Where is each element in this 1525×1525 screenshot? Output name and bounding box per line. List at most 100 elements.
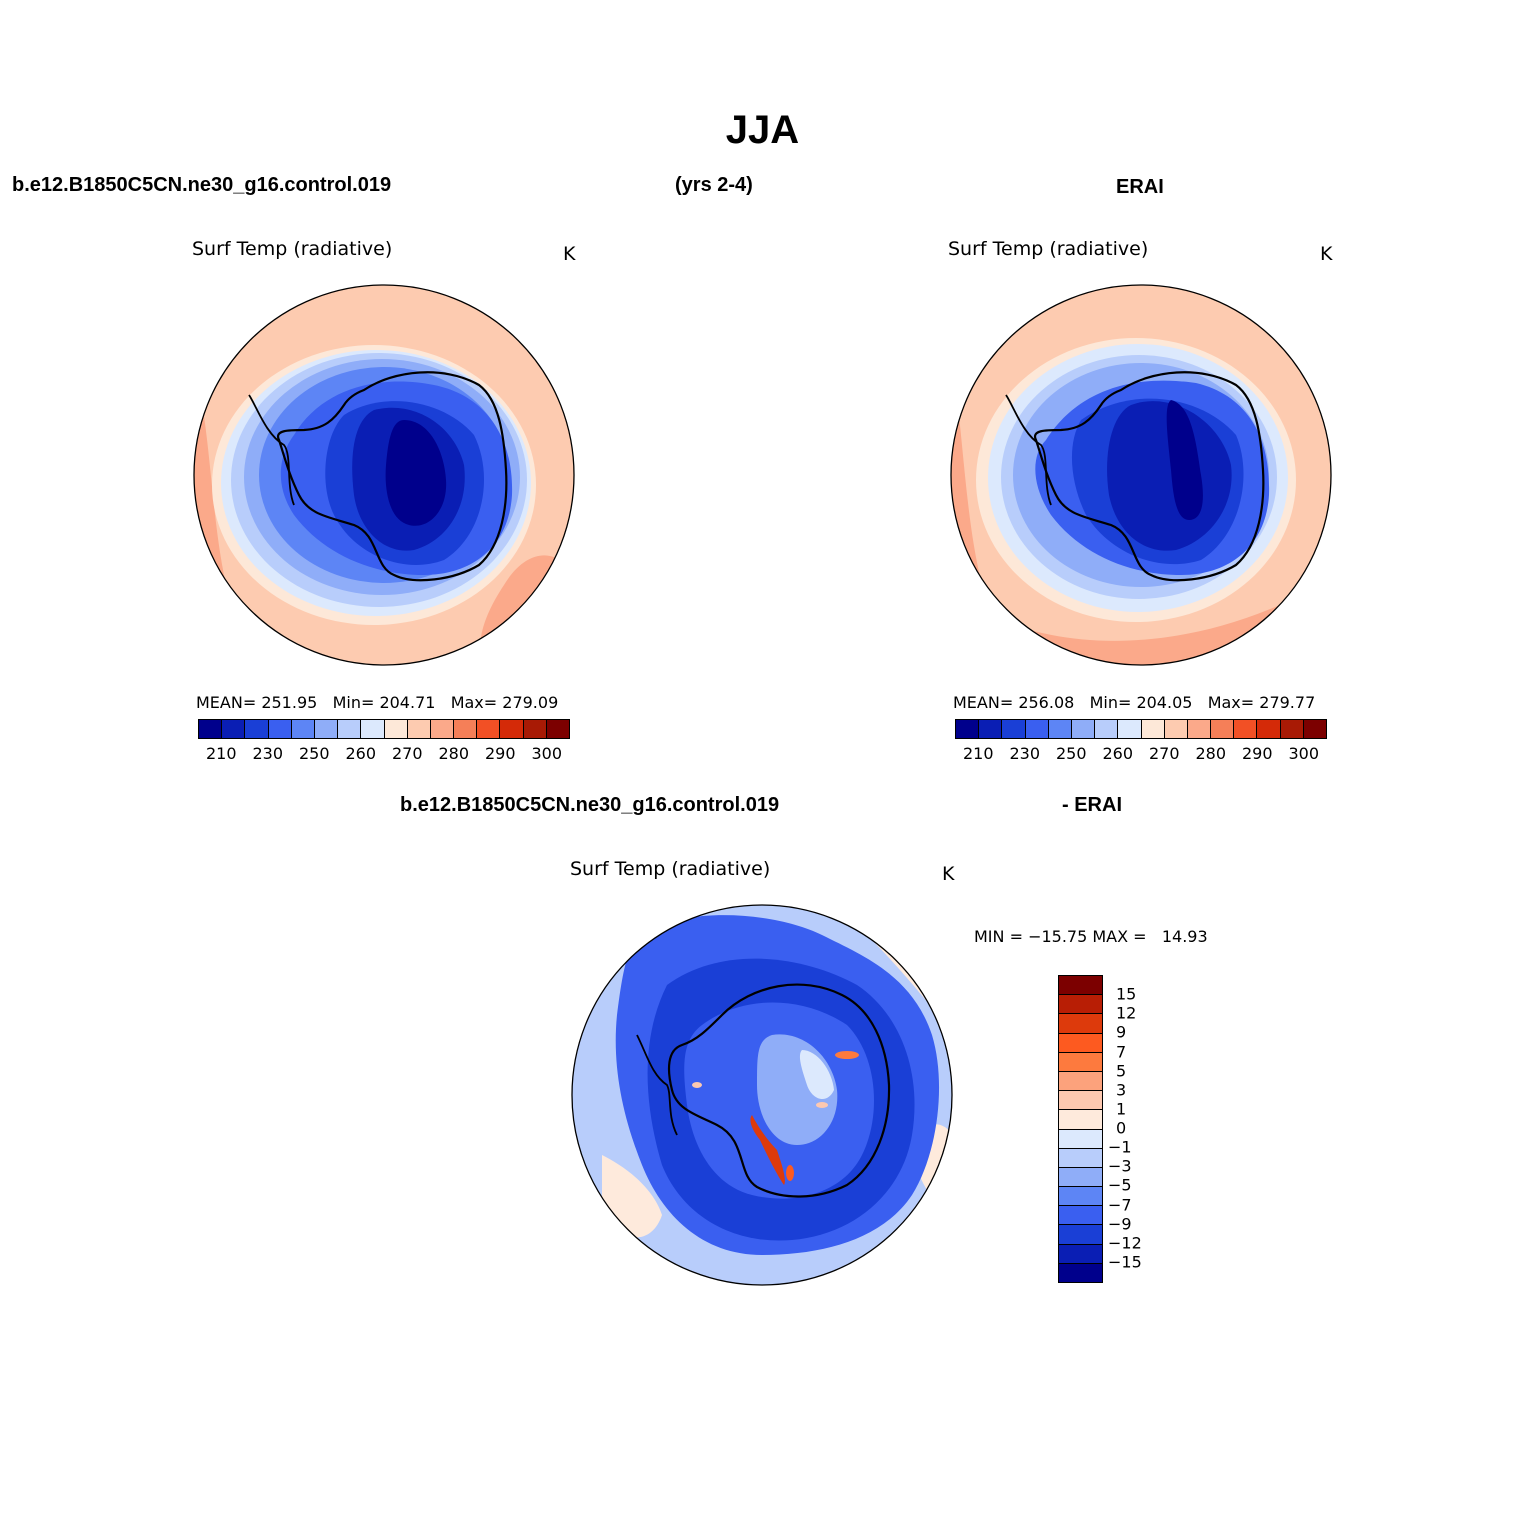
model-polar-map [193,284,575,666]
model-colorbar-swatch [407,720,431,738]
diff-colorbar-tick-label: 7 [1116,1042,1127,1061]
diff-colorbar-tick-label: 12 [1116,1003,1137,1023]
diff-colorbar-tick-label: 5 [1116,1061,1127,1081]
diff-colorbar-tick-label: 1 [1116,1099,1127,1119]
obs-colorbar-swatch [1234,720,1258,738]
model-stats: MEAN= 251.95 Min= 204.71 Max= 279.09 [196,693,559,712]
obs-colorbar-swatch [1025,720,1049,738]
obs-colorbar-swatch [1048,720,1072,738]
obs-colorbar-tick-label: 280 [1195,744,1227,763]
model-colorbar-tick-label: 290 [484,744,516,763]
diff-colorbar-tick-label: −9 [1108,1214,1132,1234]
model-unit-label: K [563,243,576,265]
obs-colorbar-swatch [1187,720,1212,738]
diff-colorbar-tick-label: −1 [1108,1137,1132,1157]
years-header: (yrs 2-4) [675,174,753,196]
obs-colorbar-tick-label: 230 [1009,744,1041,763]
diff-colorbar-swatch [1059,1206,1102,1226]
diff-colorbar-tick-label: 0 [1116,1118,1127,1138]
diff-colorbar-tick-label: −7 [1108,1195,1132,1214]
model-colorbar-swatch [291,720,315,738]
model-colorbar-tick-label: 280 [438,744,470,763]
diff-colorbar-swatch [1059,1263,1102,1282]
figure-title: JJA [725,108,800,152]
obs-colorbar-swatch [1071,720,1096,738]
model-panel-title: Surf Temp (radiative) [192,238,393,260]
diff-colorbar-swatch [1059,1052,1102,1072]
obs-colorbar-tick-label: 250 [1055,744,1087,763]
model-colorbar-tick-label: 300 [531,744,563,763]
diff-colorbar-swatch [1059,1014,1102,1034]
model-colorbar-labels: 210 230 250 260 270 280 290 300 [198,744,570,764]
model-colorbar-tick-label: 230 [252,744,284,763]
obs-colorbar-swatch [1303,720,1326,738]
diff-colorbar [1058,975,1103,1283]
model-colorbar-swatch [222,720,246,738]
obs-colorbar-tick-label: 300 [1288,744,1320,763]
diff-colorbar-swatch [1059,976,1102,996]
obs-header: ERAI [1116,176,1164,198]
obs-colorbar-swatch [1141,720,1165,738]
obs-colorbar-swatch [1118,720,1142,738]
diff-colorbar-swatch [1059,1244,1102,1264]
diff-colorbar-tick-label: 3 [1116,1080,1127,1100]
model-colorbar-tick-label: 210 [205,744,237,763]
obs-colorbar-labels: 210 230 250 260 270 280 290 300 [955,744,1327,764]
obs-colorbar-swatch [1164,720,1188,738]
diff-panel-title: Surf Temp (radiative) [570,858,771,880]
obs-colorbar-tick-label: 290 [1241,744,1273,763]
diff-colorbar-swatch [1059,1225,1102,1245]
model-colorbar [198,719,570,739]
obs-colorbar-swatch [1211,720,1235,738]
diff-obs-header: - ERAI [1062,794,1122,816]
model-colorbar-swatch [477,720,501,738]
diff-colorbar-swatch [1059,1110,1102,1130]
model-colorbar-tick-label: 270 [391,744,423,763]
model-colorbar-swatch [245,720,269,738]
diff-unit-label: K [942,863,955,885]
obs-colorbar-tick-label: 270 [1148,744,1180,763]
obs-colorbar-swatch [1257,720,1281,738]
obs-colorbar-swatch [1280,720,1304,738]
antarctica-coastline [276,371,508,582]
model-colorbar-swatch [314,720,339,738]
model-colorbar-swatch [384,720,408,738]
diff-colorbar-swatch [1059,1033,1102,1053]
model-colorbar-swatch [546,720,569,738]
obs-colorbar-tick-label: 260 [1102,744,1134,763]
diff-case-header: b.e12.B1850C5CN.ne30_g16.control.019 [400,794,780,816]
diff-colorbar-tick-label: 9 [1116,1022,1127,1042]
model-colorbar-swatch [500,720,524,738]
model-colorbar-swatch [454,720,478,738]
obs-colorbar-swatch [1095,720,1119,738]
diff-colorbar-swatch [1059,1148,1102,1168]
diff-colorbar-swatch [1059,1091,1102,1111]
diff-colorbar-swatch [1059,1187,1102,1207]
obs-colorbar-swatch [956,720,980,738]
obs-unit-label: K [1320,243,1333,265]
obs-stats: MEAN= 256.08 Min= 204.05 Max= 279.77 [953,693,1316,712]
diff-stats: MIN = −15.75 MAX = 14.93 [974,927,1208,946]
diff-colorbar-swatch [1059,1167,1102,1188]
obs-colorbar-swatch [979,720,1003,738]
diff-polar-map [571,904,953,1286]
model-colorbar-swatch [338,720,362,738]
obs-colorbar-tick-label: 210 [962,744,994,763]
model-colorbar-tick-label: 250 [298,744,330,763]
model-colorbar-swatch [199,720,223,738]
diff-colorbar-tick-label: −15 [1108,1252,1142,1272]
obs-colorbar-swatch [1002,720,1026,738]
diff-colorbar-labels: 15 12 9 7 5 3 1 0 −1 −3 −5 −7 −9 −12 −15 [1108,975,1168,1281]
diff-colorbar-swatch [1059,1129,1102,1149]
model-colorbar-tick-label: 260 [345,744,377,763]
diff-colorbar-swatch [1059,995,1102,1015]
obs-panel-title: Surf Temp (radiative) [948,238,1149,260]
model-colorbar-swatch [361,720,385,738]
diff-colorbar-tick-label: −12 [1108,1233,1142,1253]
diff-colorbar-swatch [1059,1071,1102,1092]
diff-colorbar-tick-label: −3 [1108,1156,1132,1176]
obs-polar-map [950,284,1332,666]
case-header: b.e12.B1850C5CN.ne30_g16.control.019 [12,174,392,196]
diff-colorbar-tick-label: 15 [1116,984,1137,1004]
obs-colorbar [955,719,1327,739]
